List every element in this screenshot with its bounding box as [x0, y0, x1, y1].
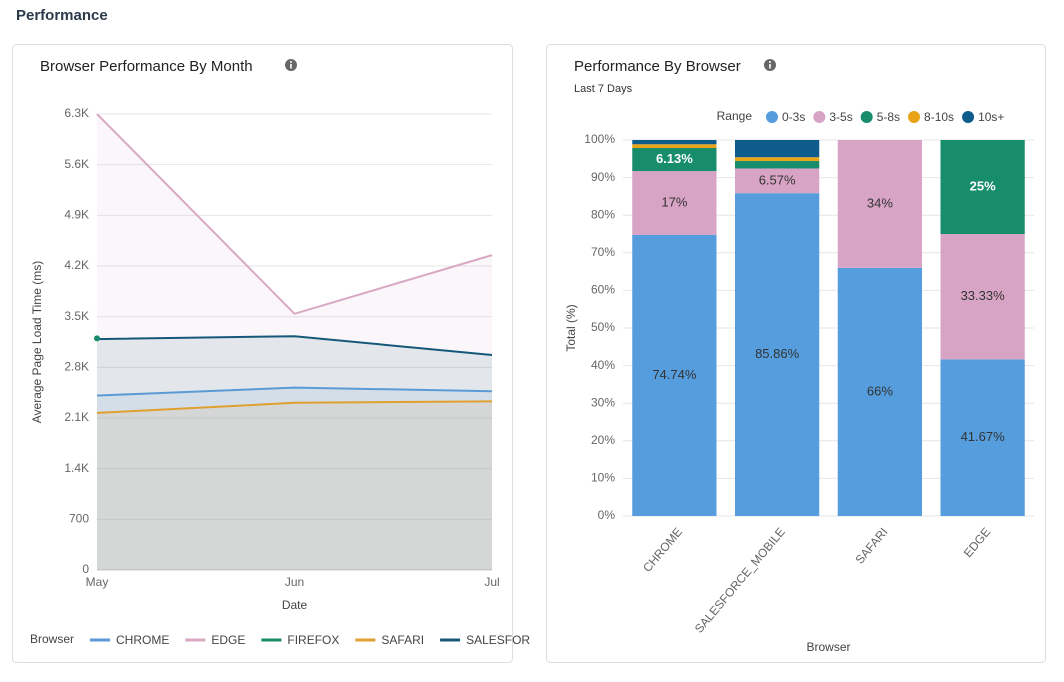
y-tick-label: 0%	[598, 508, 616, 522]
bar-segment	[734, 193, 820, 517]
data-label: 25%	[970, 178, 996, 193]
card	[12, 44, 513, 663]
legend-label: 5-8s	[877, 110, 900, 124]
y-tick-label: 70%	[591, 245, 615, 259]
legend-label: 10s+	[978, 110, 1004, 124]
legend-swatch	[813, 111, 826, 123]
legend-label: EDGE	[211, 633, 245, 647]
y-tick-label: 2.8K	[64, 360, 89, 374]
info-icon[interactable]	[764, 59, 776, 71]
legend-swatch	[860, 111, 873, 123]
legend-label: FIREFOX	[287, 633, 339, 647]
chart-subtitle: Last 7 Days	[574, 83, 633, 95]
line	[96, 386, 493, 397]
legend-swatch	[908, 111, 921, 123]
y-tick-label: 80%	[591, 207, 615, 221]
y-tick-label: 100%	[584, 132, 615, 146]
y-tick-label: 6.3K	[64, 106, 89, 120]
y-tick-label: 50%	[591, 320, 615, 334]
line	[96, 113, 493, 315]
x-tick-label: Jul	[484, 575, 499, 589]
area	[97, 336, 492, 570]
area	[97, 387, 492, 570]
y-axis-label: Average Page Load Time (ms)	[30, 261, 44, 424]
bar-segment	[940, 234, 1025, 360]
info-icon[interactable]	[285, 59, 297, 71]
y-tick-label: 20%	[591, 433, 615, 447]
y-tick-label: 10%	[591, 471, 615, 485]
y-axis-label: Total (%)	[564, 304, 578, 351]
y-tick-label: 1.4K	[64, 461, 89, 475]
y-tick-label: 40%	[591, 358, 615, 372]
data-label: 66%	[867, 383, 893, 398]
bar-segment	[940, 359, 1025, 516]
bar-segment	[734, 168, 820, 194]
y-tick-label: 5.6K	[64, 157, 89, 171]
bar-segment	[734, 160, 820, 169]
line	[96, 335, 493, 357]
data-label: 6.57%	[759, 172, 796, 187]
y-tick-label: 0	[82, 562, 89, 576]
bar-segment	[734, 140, 820, 158]
y-tick-label: 4.9K	[64, 208, 89, 222]
bar-segment	[632, 171, 717, 235]
legend-label: 8-10s	[924, 110, 954, 124]
y-tick-label: 90%	[591, 170, 615, 184]
legend-label: CHROME	[116, 633, 169, 647]
data-label: 6.13%	[656, 151, 693, 166]
bar-segment	[632, 234, 717, 516]
area	[97, 114, 492, 570]
line	[96, 400, 493, 414]
bar-segment	[837, 267, 923, 516]
bar-segment	[632, 148, 717, 172]
y-tick-label: 4.2K	[64, 258, 89, 272]
area	[97, 401, 492, 570]
data-label: 41.67%	[961, 429, 1006, 444]
legend-label: SALESFOR	[466, 633, 530, 647]
data-label: 85.86%	[755, 346, 800, 361]
legend-title: Browser	[30, 632, 74, 646]
y-tick-label: 3.5K	[64, 309, 89, 323]
legend-swatch	[962, 111, 975, 123]
bar-segment	[734, 157, 820, 161]
legend-swatch	[766, 111, 778, 123]
data-label: 33.33%	[961, 288, 1006, 303]
legend-title: Range	[717, 109, 753, 123]
legend-label: 0-3s	[782, 110, 805, 124]
point	[94, 335, 100, 342]
chart-title: Performance By Browser	[574, 58, 741, 75]
legend-label: 3-5s	[829, 110, 852, 124]
x-tick-label: May	[86, 575, 109, 589]
x-tick-label: Jun	[285, 575, 304, 589]
data-label: 17%	[661, 194, 687, 209]
x-axis-label: Date	[282, 598, 308, 612]
bar-segment	[632, 140, 717, 145]
data-label: 34%	[867, 195, 893, 210]
bar-segment	[940, 140, 1025, 234]
data-label: 74.74%	[652, 367, 697, 382]
y-tick-label: 700	[69, 512, 89, 526]
y-tick-label: 60%	[591, 283, 615, 297]
bar-segment	[632, 144, 717, 149]
y-tick-label: 30%	[591, 395, 615, 409]
x-axis-label: Browser	[806, 640, 850, 654]
y-tick-label: 2.1K	[64, 410, 89, 424]
legend-label: SAFARI	[381, 633, 424, 647]
bar-segment	[837, 140, 923, 268]
chart-title: Browser Performance By Month	[40, 58, 253, 75]
page-title: Performance	[16, 7, 108, 24]
